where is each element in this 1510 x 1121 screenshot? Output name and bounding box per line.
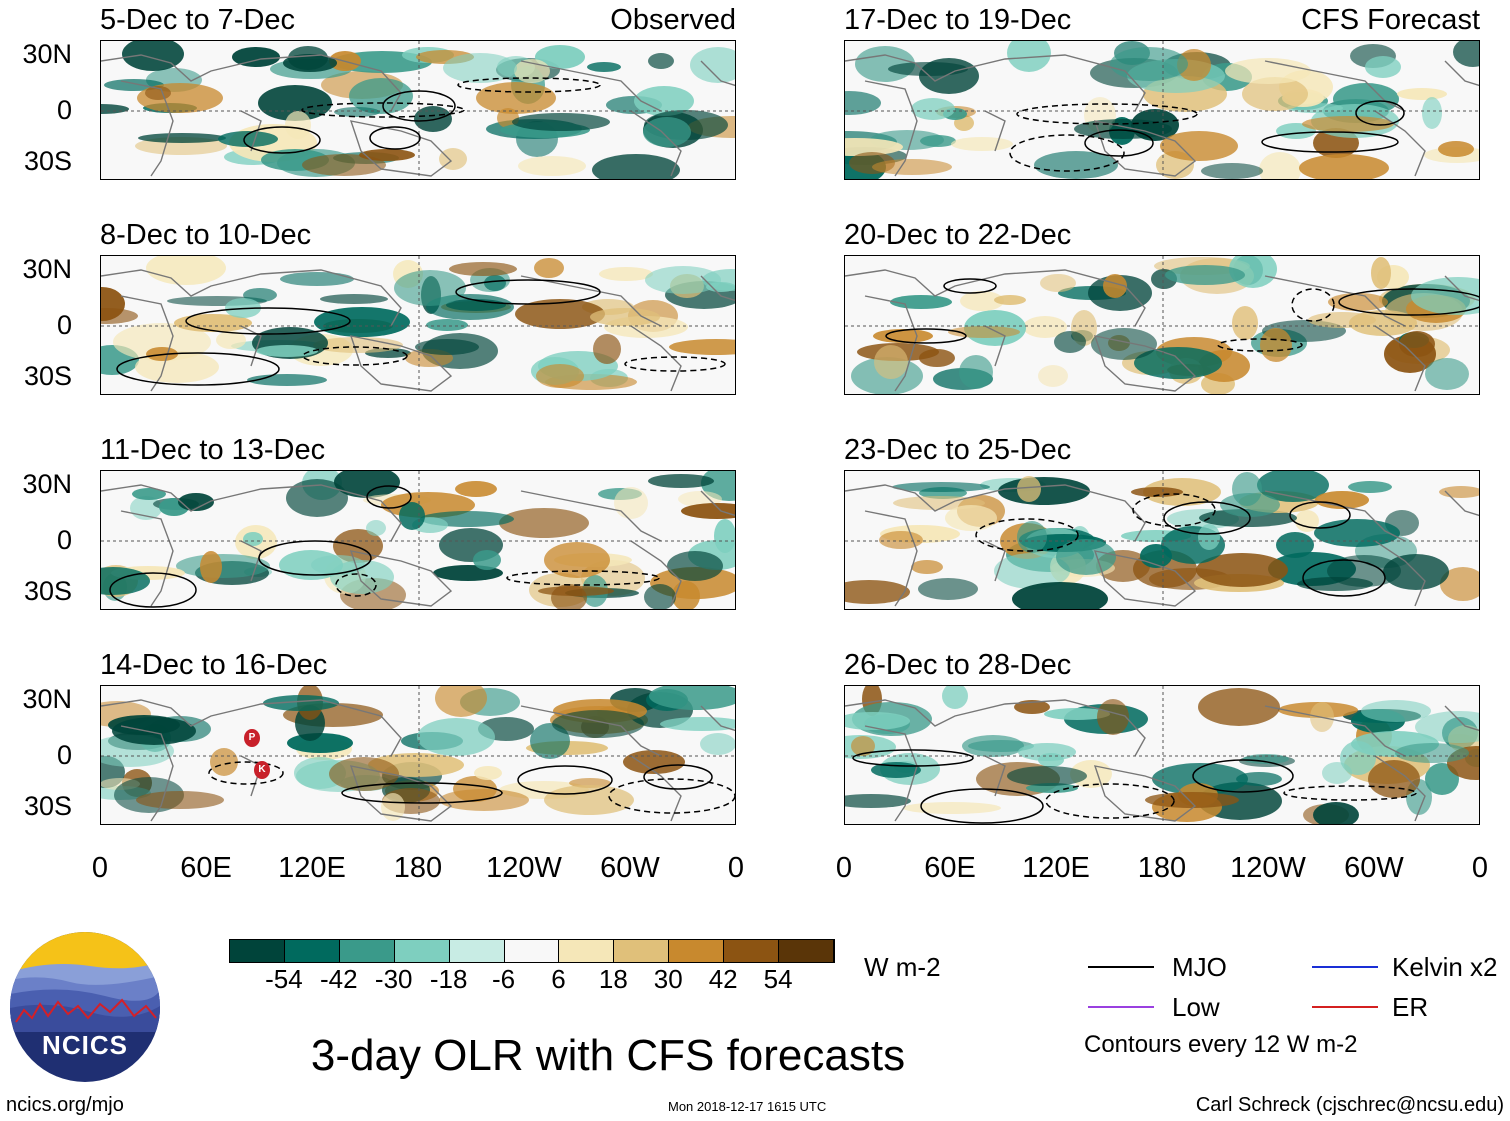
colorbar-tick-label: -42 (320, 964, 358, 994)
lon-tick-label: 180 (393, 852, 443, 884)
lat-tick-label: 30N (22, 254, 72, 284)
lat-tick-label: 30S (23, 791, 72, 821)
colorbar-tick-label: -30 (374, 964, 413, 994)
colorbar-swatch (779, 940, 834, 962)
olr-field (845, 686, 1479, 824)
colorbar (229, 939, 835, 963)
legend-mjo: MJO (1172, 952, 1227, 982)
main-title: 3-day OLR with CFS forecasts (310, 1031, 906, 1080)
panel-title: 5-Dec to 7-Dec (100, 4, 296, 36)
olr-map (100, 685, 736, 825)
storm-marker-icon: P (244, 729, 260, 747)
olr-map (844, 255, 1480, 395)
lon-tick-label: 60E (180, 852, 232, 884)
lat-tick-label: 30S (23, 576, 72, 606)
panel-title: 14-Dec to 16-Dec (100, 649, 328, 681)
lon-tick-label: 60W (1344, 852, 1404, 884)
lat-tick-label: 0 (56, 740, 72, 770)
panel-title: 8-Dec to 10-Dec (100, 219, 312, 251)
mjo-line-swatch (1088, 966, 1154, 968)
olr-field (845, 256, 1479, 394)
lon-tick-label: 120E (1022, 852, 1090, 884)
contour-note: Contours every 12 W m-2 (1084, 1031, 1358, 1058)
colorbar-swatch (284, 940, 340, 962)
colorbar-tick-label: 18 (598, 964, 628, 994)
colorbar-tick-label: 42 (708, 964, 738, 994)
lat-tick-label: 30S (23, 146, 72, 176)
legend-kelvin: Kelvin x2 (1392, 952, 1498, 982)
low-line-swatch (1088, 1006, 1154, 1008)
panel-tag-observed: Observed (610, 4, 736, 36)
lat-tick-label: 30S (23, 361, 72, 391)
ncics-logo: NCICS (10, 932, 160, 1082)
olr-field (101, 41, 735, 179)
colorbar-tick-label: -54 (265, 964, 303, 994)
colorbar-swatch (394, 940, 450, 962)
lon-tick-label: 0 (1471, 852, 1489, 884)
panel-tag-cfs-forecast: CFS Forecast (1301, 4, 1480, 36)
colorbar-swatch (559, 940, 615, 962)
olr-map (844, 470, 1480, 610)
footer-timestamp: Mon 2018-12-17 1615 UTC (668, 1099, 827, 1114)
lon-tick-label: 180 (1137, 852, 1187, 884)
lon-tick-label: 120W (1230, 852, 1306, 884)
storm-marker-icon: K (254, 761, 270, 779)
colorbar-swatch (449, 940, 505, 962)
colorbar-tick-label: 30 (653, 964, 683, 994)
colorbar-swatch (230, 940, 285, 962)
panel-title: 11-Dec to 13-Dec (100, 434, 326, 466)
panel-title: 23-Dec to 25-Dec (844, 434, 1072, 466)
colorbar-tick-label: 6 (551, 964, 566, 994)
lat-tick-label: 0 (56, 525, 72, 555)
colorbar-tick-label: 54 (763, 964, 793, 994)
colorbar-swatch (669, 940, 725, 962)
panel-title: 17-Dec to 19-Dec (844, 4, 1072, 36)
colorbar-unit: W m-2 (864, 952, 941, 982)
olr-map (100, 470, 736, 610)
legend-low: Low (1172, 992, 1220, 1022)
legend-er: ER (1392, 992, 1429, 1022)
lat-tick-label: 0 (56, 310, 72, 340)
lon-tick-label: 60E (924, 852, 976, 884)
olr-map (844, 40, 1480, 180)
olr-field (845, 471, 1479, 609)
olr-map (100, 40, 736, 180)
colorbar-tick-label: -6 (491, 964, 516, 994)
olr-field (845, 41, 1479, 179)
olr-field (101, 256, 735, 394)
footer-author: Carl Schreck (cjschrec@ncsu.edu) (1195, 1094, 1504, 1116)
panel-title: 26-Dec to 28-Dec (844, 649, 1072, 681)
olr-map (844, 685, 1480, 825)
footer-url: ncics.org/mjo (6, 1094, 124, 1116)
panel-title: 20-Dec to 22-Dec (844, 219, 1072, 251)
colorbar-swatch (339, 940, 395, 962)
lon-tick-label: 0 (835, 852, 853, 884)
lon-tick-label: 60W (600, 852, 660, 884)
lat-tick-label: 30N (22, 469, 72, 499)
lon-tick-label: 120E (278, 852, 346, 884)
lat-tick-label: 30N (22, 684, 72, 714)
logo-text: NCICS (42, 1030, 128, 1060)
olr-map (100, 255, 736, 395)
colorbar-swatch (504, 940, 560, 962)
olr-field (101, 471, 735, 609)
kelvin-line-swatch (1312, 966, 1378, 968)
colorbar-swatch (724, 940, 780, 962)
lat-tick-label: 30N (22, 39, 72, 69)
lon-tick-label: 0 (727, 852, 745, 884)
colorbar-tick-label: -18 (429, 964, 468, 994)
olr-field (101, 686, 735, 824)
lat-tick-label: 0 (56, 95, 72, 125)
lon-tick-label: 0 (91, 852, 109, 884)
er-line-swatch (1312, 1006, 1378, 1008)
lon-tick-label: 120W (486, 852, 562, 884)
colorbar-swatch (614, 940, 670, 962)
